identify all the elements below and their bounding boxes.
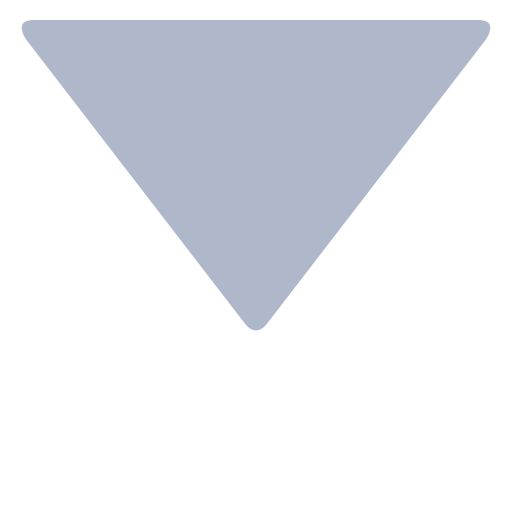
- triangle-down-shape: [21, 20, 491, 331]
